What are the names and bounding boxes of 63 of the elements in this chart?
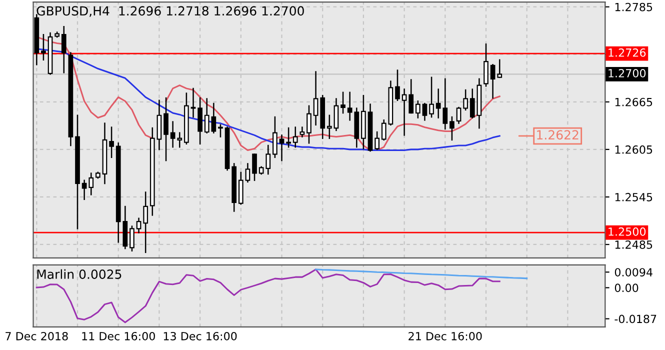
candlestick (484, 43, 488, 87)
candlestick (252, 154, 257, 181)
candlestick (334, 98, 339, 132)
candlestick (238, 172, 244, 205)
x-tick-label: 21 Dec 16:00 (408, 332, 482, 340)
ref-line-label: 1.2700 (608, 69, 646, 78)
y-tick-label: 1.2665 (615, 98, 652, 106)
candlestick (374, 131, 380, 150)
candlestick (41, 34, 46, 61)
y-tick-label: 1.2785 (615, 2, 652, 12)
candlestick (408, 79, 414, 114)
candlestick (109, 126, 114, 158)
candlestick (156, 100, 162, 150)
candlestick (177, 132, 182, 148)
candlestick (82, 180, 87, 200)
candlestick (340, 92, 346, 114)
candlestick (490, 64, 496, 99)
line-series (36, 268, 500, 324)
y-tick-label: 1.2605 (615, 145, 652, 154)
candlestick (470, 88, 475, 118)
y-tick-label: -0.0187 (614, 314, 656, 324)
candlestick (395, 70, 400, 101)
candlestick (306, 105, 312, 144)
annotation: Marlin 0.0025 (37, 269, 122, 279)
candlestick (292, 126, 298, 148)
x-tick-label: 7 Dec 2018 (6, 332, 68, 340)
candlestick (130, 226, 134, 252)
candlestick (463, 89, 468, 110)
candlestick (497, 59, 502, 78)
candlestick (422, 102, 428, 121)
chart-title: GBPUSD,H4 1.2696 1.2718 1.2696 1.2700 (36, 6, 304, 17)
candlestick (218, 124, 223, 138)
annotation: 1.2622 (537, 130, 578, 140)
candlestick (326, 114, 332, 139)
ref-line-label: 1.2500 (608, 227, 646, 236)
candlestick (381, 120, 386, 141)
candlestick (272, 116, 278, 158)
candlestick (136, 218, 142, 234)
candlestick (164, 97, 168, 162)
x-tick-label: 11 Dec 16:00 (82, 332, 155, 340)
candlestick (61, 26, 66, 74)
candlestick (313, 71, 318, 126)
candlestick (170, 121, 176, 148)
candlestick (402, 88, 407, 136)
candlestick (88, 172, 94, 196)
candlestick (279, 134, 284, 162)
candlestick (190, 88, 196, 118)
line-series (315, 268, 528, 280)
x-tick-label: 13 Dec 16:00 (164, 332, 237, 340)
candlestick (143, 192, 148, 254)
candlestick (286, 127, 291, 148)
candlestick (300, 126, 305, 138)
ref-line-label: 1.2726 (608, 48, 646, 57)
candlestick (456, 106, 462, 124)
candlestick (198, 97, 202, 145)
y-tick-label: 1.2485 (615, 240, 652, 249)
y-tick-label: 0.0094 (614, 268, 652, 276)
candlestick (429, 76, 434, 118)
y-tick-label: 1.2545 (615, 192, 652, 202)
candlestick (450, 116, 454, 141)
candlestick (415, 100, 420, 118)
y-tick-label: 0.00 (614, 284, 638, 292)
candlestick (245, 163, 250, 183)
